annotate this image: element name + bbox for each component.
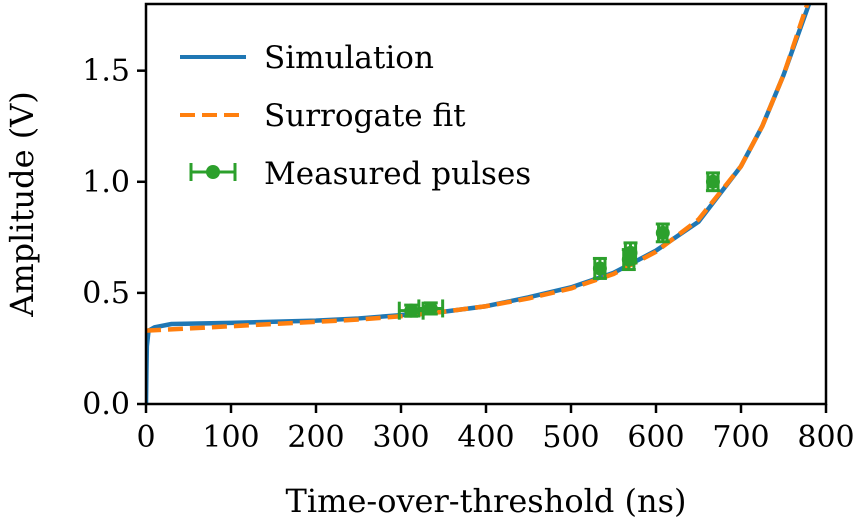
legend-label-surrogate-fit: Surrogate fit [264, 98, 466, 134]
legend-item-surrogate-fit: Surrogate fit [180, 98, 466, 134]
y-tick-label: 1.5 [82, 54, 130, 89]
y-tick-label: 0.0 [82, 387, 130, 422]
data-point-measured-pulses [655, 222, 670, 244]
marker [592, 261, 607, 276]
marker [623, 245, 638, 260]
y-axis-title: Amplitude (V) [3, 91, 41, 318]
x-tick-label: 500 [542, 420, 599, 455]
legend-item-simulation: Simulation [180, 40, 434, 76]
y-tick-label: 0.5 [82, 276, 130, 311]
x-tick-label: 400 [457, 420, 514, 455]
series-line-simulation [146, 4, 812, 404]
legend-label-measured-pulses: Measured pulses [264, 156, 531, 192]
x-axis-title: Time-over-threshold (ns) [286, 482, 687, 520]
x-tick-label: 0 [136, 420, 155, 455]
x-tick-label: 600 [627, 420, 684, 455]
marker [705, 174, 720, 189]
series-line-surrogate-fit [146, 4, 810, 333]
x-axis: 0 100 200 300 400 500 600 700 800 [136, 404, 855, 455]
marker [423, 301, 438, 316]
data-point-measured-pulses [397, 301, 425, 320]
legend: Simulation Surrogate fit Measured pulses [180, 40, 531, 192]
x-tick-label: 200 [287, 420, 344, 455]
x-tick-label: 300 [372, 420, 429, 455]
data-point-measured-pulses [705, 171, 720, 193]
y-tick-label: 1.0 [82, 165, 130, 200]
x-tick-label: 800 [797, 420, 854, 455]
data-point-measured-pulses [417, 299, 445, 318]
legend-item-measured-pulses: Measured pulses [189, 156, 531, 192]
axes-frame [144, 2, 828, 406]
series-layer [146, 4, 812, 404]
data-point-measured-pulses [623, 241, 638, 265]
x-tick-label: 700 [712, 420, 769, 455]
marker [404, 303, 419, 318]
x-tick-label: 100 [202, 420, 259, 455]
marker [655, 225, 670, 240]
legend-swatch-measured-pulses-marker [206, 165, 220, 179]
data-point-measured-pulses [592, 256, 607, 280]
legend-label-simulation: Simulation [264, 40, 434, 76]
y-axis: 0.0 0.5 1.0 1.5 [82, 54, 146, 422]
